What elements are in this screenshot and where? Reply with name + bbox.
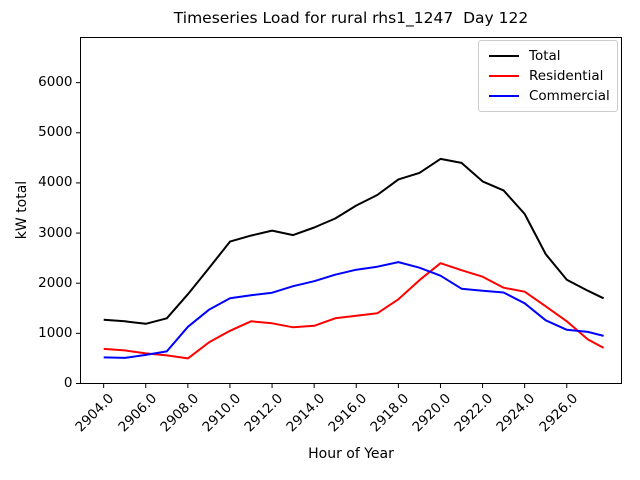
chart-title: Timeseries Load for rural rhs1_1247 Day … (173, 9, 529, 27)
legend-line-sample (489, 95, 519, 97)
y-tick-label: 1000 (38, 324, 73, 341)
x-axis-label: Hour of Year (308, 446, 394, 462)
legend: Total Residential Commercial (478, 40, 618, 112)
series-line-total (103, 157, 605, 325)
plot-frame (80, 37, 622, 384)
y-tick-label: 0 (63, 375, 73, 391)
series-line-commercial (103, 261, 604, 359)
y-tick-label: 6000 (38, 74, 73, 91)
series-line-residential (103, 262, 605, 360)
axis-ticks (76, 82, 568, 388)
legend-entry-total: Total (489, 46, 617, 66)
legend-label: Total (529, 48, 561, 64)
y-tick-label: 2000 (38, 274, 73, 291)
legend-entry-commercial: Commercial (489, 86, 617, 106)
y-tick-label: 4000 (38, 174, 73, 191)
legend-label: Residential (529, 68, 604, 84)
legend-label: Commercial (529, 88, 610, 104)
legend-entry-residential: Residential (489, 66, 617, 86)
legend-line-sample (489, 55, 519, 57)
legend-line-sample (489, 75, 519, 77)
y-axis-label: kW total (14, 180, 30, 240)
series-lines (103, 157, 605, 360)
y-tick-label: 5000 (38, 124, 73, 141)
y-tick-label: 3000 (38, 224, 73, 241)
